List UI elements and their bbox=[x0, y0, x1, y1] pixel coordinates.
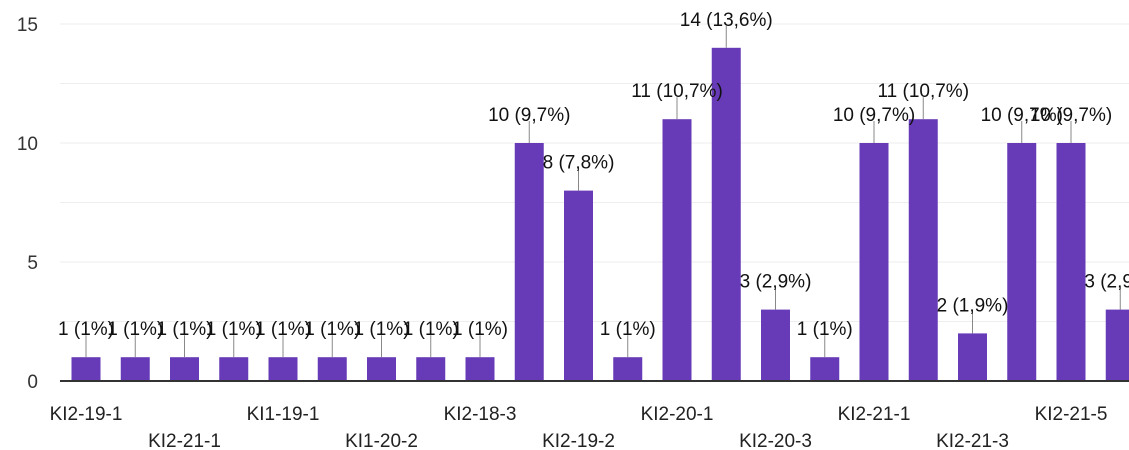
data-label: 1 (1%) bbox=[354, 319, 410, 340]
bar bbox=[120, 357, 150, 381]
bar bbox=[958, 333, 987, 381]
bar bbox=[268, 357, 298, 381]
bar bbox=[613, 357, 643, 381]
data-label: 2 (1,9%) bbox=[937, 295, 1009, 316]
bar bbox=[71, 357, 101, 381]
bar bbox=[810, 357, 840, 381]
bar bbox=[761, 309, 790, 381]
data-label: 3 (2,9%) bbox=[740, 272, 812, 293]
x-tick-label: KI2-21-1 bbox=[838, 404, 911, 425]
y-tick-label: 15 bbox=[17, 15, 38, 36]
x-tick-label: KI2-21-3 bbox=[936, 431, 1009, 450]
y-axis-ticks: 0 5 10 15 bbox=[17, 15, 38, 393]
bar bbox=[859, 143, 889, 381]
bar bbox=[1056, 143, 1086, 381]
x-tick-label: KI2-19-2 bbox=[542, 431, 615, 450]
data-label: 1 (1%) bbox=[255, 319, 311, 340]
data-label: 11 (10,7%) bbox=[631, 81, 723, 102]
x-tick-label: KI2-20-3 bbox=[739, 431, 812, 450]
x-tick-label: KI2-21-5 bbox=[1035, 404, 1108, 425]
data-label: 11 (10,7%) bbox=[877, 81, 969, 102]
data-label: 10 (9,7%) bbox=[833, 105, 915, 126]
data-label: 14 (13,6%) bbox=[680, 10, 773, 31]
data-label: 10 (9,7%) bbox=[488, 105, 570, 126]
y-tick-label: 10 bbox=[17, 134, 38, 155]
x-tick-label: KI2-19-1 bbox=[50, 404, 123, 425]
bars bbox=[71, 47, 1129, 382]
y-tick-label: 5 bbox=[27, 253, 38, 274]
bar bbox=[317, 357, 347, 381]
data-label: 1 (1%) bbox=[206, 319, 262, 340]
bar bbox=[367, 357, 396, 381]
bar bbox=[416, 357, 446, 381]
bar bbox=[711, 47, 741, 382]
data-label: 8 (7,8%) bbox=[543, 153, 615, 174]
x-tick-label: KI1-20-2 bbox=[345, 431, 418, 450]
x-axis-ticks: KI2-19-1 KI2-21-1 KI1-19-1 KI1-20-2 KI2-18-3… bbox=[50, 404, 1108, 450]
y-tick-label: 0 bbox=[27, 372, 38, 393]
bar bbox=[1007, 143, 1037, 381]
data-label-leaders bbox=[85, 25, 1121, 358]
data-label: 1 (1%) bbox=[600, 319, 656, 340]
data-labels: 1 (1%)1 (1%)1 (1%)1 (1%)1 (1%)1 (1%)1 (1… bbox=[58, 10, 1129, 340]
bar bbox=[662, 119, 692, 381]
data-label: 1 (1%) bbox=[304, 319, 360, 340]
data-label: 10 (9,7%) bbox=[1030, 105, 1112, 126]
bar bbox=[170, 357, 199, 381]
x-tick-label: KI2-21-1 bbox=[148, 431, 221, 450]
data-label: 1 (1%) bbox=[58, 319, 114, 340]
data-label: 1 (1%) bbox=[157, 319, 213, 340]
bar bbox=[465, 357, 495, 381]
bar bbox=[908, 119, 938, 381]
bar bbox=[564, 190, 593, 381]
data-label: 10 (9,7%) bbox=[981, 105, 1063, 126]
data-label: 1 (1%) bbox=[107, 319, 163, 340]
x-tick-label: KI1-19-1 bbox=[247, 404, 320, 425]
x-tick-label: KI2-20-1 bbox=[641, 404, 714, 425]
x-tick-label: KI2-18-3 bbox=[444, 404, 517, 425]
data-label: 3 (2,9%) bbox=[1084, 272, 1129, 293]
bar bbox=[1105, 309, 1129, 381]
data-label: 1 (1%) bbox=[797, 319, 853, 340]
bar bbox=[514, 143, 544, 381]
grid-lines bbox=[60, 23, 1129, 322]
data-label: 1 (1%) bbox=[403, 319, 459, 340]
data-label: 1 (1%) bbox=[452, 319, 508, 340]
bar bbox=[219, 357, 249, 381]
